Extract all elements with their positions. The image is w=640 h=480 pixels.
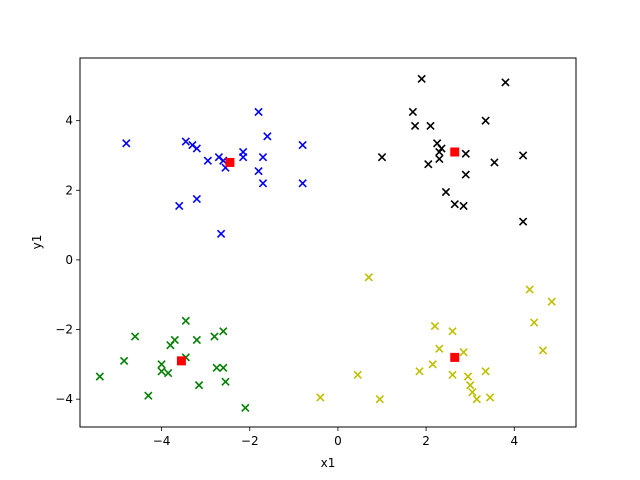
plot-frame xyxy=(79,57,577,428)
data-point xyxy=(468,388,477,397)
data-point xyxy=(353,370,362,379)
data-point xyxy=(254,107,263,117)
data-point xyxy=(144,391,153,400)
data-point xyxy=(157,367,166,376)
data-point xyxy=(316,393,325,402)
data-point xyxy=(461,149,470,158)
data-point xyxy=(430,321,440,331)
data-point xyxy=(130,332,140,341)
x-tick-label: −4 xyxy=(153,434,171,448)
data-point xyxy=(225,157,235,167)
data-point xyxy=(258,179,268,188)
data-point xyxy=(219,363,228,372)
data-point xyxy=(181,137,190,146)
data-point xyxy=(435,154,444,164)
data-point xyxy=(164,368,173,378)
data-point xyxy=(481,116,490,125)
data-point xyxy=(212,363,221,372)
data-point xyxy=(450,147,460,157)
data-point xyxy=(472,394,481,404)
y-tick-label: 0 xyxy=(65,253,73,267)
data-point xyxy=(448,370,457,379)
data-point xyxy=(298,179,307,188)
y-axis-label: y1 xyxy=(30,235,44,250)
data-point xyxy=(192,335,202,345)
data-point xyxy=(461,170,470,179)
y-tick-label: −4 xyxy=(55,392,73,406)
data-point xyxy=(258,153,268,162)
data-point xyxy=(415,367,424,376)
data-point xyxy=(119,356,129,366)
data-point xyxy=(459,347,468,357)
data-point xyxy=(263,132,272,141)
x-tick-label: 0 xyxy=(334,434,342,448)
data-point xyxy=(466,381,475,390)
data-point xyxy=(175,201,184,211)
data-point xyxy=(490,158,499,167)
data-point xyxy=(410,121,420,131)
data-point xyxy=(485,393,495,402)
data-point xyxy=(417,74,426,84)
x-axis-label: x1 xyxy=(321,456,336,470)
data-point xyxy=(241,403,250,413)
data-point xyxy=(192,194,202,204)
data-point xyxy=(364,273,373,282)
data-point xyxy=(450,352,460,362)
x-tick-label: −2 xyxy=(241,434,259,448)
data-point xyxy=(176,356,186,366)
data-point xyxy=(238,153,248,162)
y-tick-label: 4 xyxy=(65,114,73,128)
data-point xyxy=(122,139,131,148)
data-point xyxy=(463,372,473,381)
data-point xyxy=(426,121,435,131)
x-tick-label: 2 xyxy=(422,434,430,448)
data-point xyxy=(481,367,490,376)
data-point xyxy=(538,346,548,355)
data-point xyxy=(210,332,219,341)
data-point xyxy=(529,318,539,327)
x-tick-label: 4 xyxy=(510,434,518,448)
data-point xyxy=(408,107,418,117)
data-point xyxy=(518,217,528,226)
x-axis-ticks: −4 −2 0 2 4 xyxy=(153,427,518,448)
data-point xyxy=(435,147,444,157)
data-point xyxy=(424,160,433,169)
y-tick-label: 2 xyxy=(65,183,73,197)
data-point xyxy=(375,394,384,404)
data-point xyxy=(501,78,510,87)
data-point xyxy=(525,285,534,294)
data-point xyxy=(216,229,226,238)
data-point xyxy=(203,156,213,165)
data-point xyxy=(377,153,387,162)
data-point xyxy=(435,344,444,353)
data-point xyxy=(459,201,468,211)
data-point xyxy=(518,151,528,160)
data-point xyxy=(547,297,556,306)
data-point xyxy=(221,377,230,386)
data-point xyxy=(166,341,175,350)
data-point xyxy=(441,187,451,197)
data-point xyxy=(254,166,263,176)
data-point xyxy=(298,140,307,150)
plot-marks xyxy=(95,74,556,413)
data-point xyxy=(181,316,190,325)
data-point xyxy=(428,360,437,369)
data-point xyxy=(450,200,459,209)
data-point xyxy=(157,360,166,369)
data-point xyxy=(95,372,105,381)
data-point xyxy=(448,327,457,336)
data-point xyxy=(194,381,204,390)
y-axis-ticks: −4 −2 0 2 4 xyxy=(55,114,80,406)
y-tick-label: −2 xyxy=(55,323,73,337)
data-point xyxy=(219,327,228,336)
data-point xyxy=(192,144,202,153)
